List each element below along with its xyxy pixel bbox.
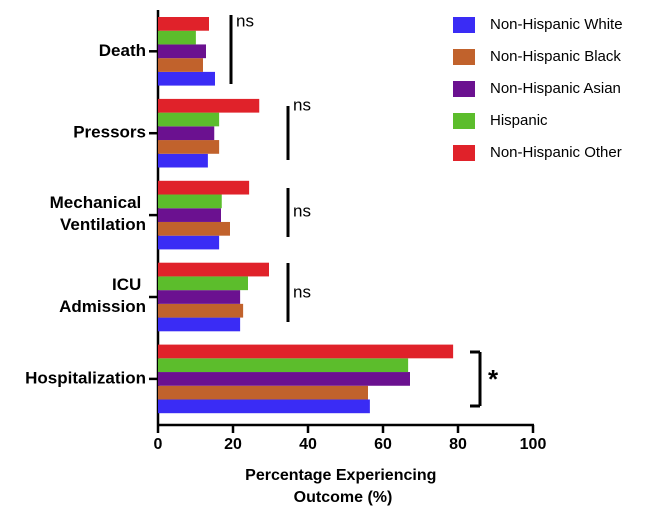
bar bbox=[158, 303, 244, 318]
bar bbox=[158, 221, 230, 236]
bar bbox=[158, 58, 203, 72]
x-tick-label: 100 bbox=[520, 436, 547, 453]
bar bbox=[158, 194, 222, 209]
legend-label: Non-Hispanic Black bbox=[490, 48, 621, 65]
category-label: Death bbox=[99, 41, 146, 60]
bar bbox=[158, 276, 248, 291]
bar bbox=[158, 44, 206, 59]
legend-label: Non-Hispanic Other bbox=[490, 144, 622, 161]
bar bbox=[158, 372, 410, 386]
bar bbox=[158, 208, 221, 222]
x-tick-label: 40 bbox=[299, 436, 317, 453]
bar bbox=[158, 235, 220, 250]
annotation: ns bbox=[236, 11, 254, 30]
bar bbox=[158, 153, 208, 168]
category-label: ICU Admission bbox=[59, 275, 146, 316]
x-tick-label: 0 bbox=[154, 436, 163, 453]
bar bbox=[158, 358, 409, 373]
annotation: ns bbox=[293, 282, 311, 301]
bar bbox=[158, 344, 454, 359]
bar bbox=[158, 385, 368, 400]
category-label: Pressors bbox=[73, 123, 146, 142]
legend-label: Non-Hispanic White bbox=[490, 16, 623, 33]
annotation: ns bbox=[293, 95, 311, 114]
category-label: Mechanical Ventilation bbox=[50, 194, 146, 235]
category-label: Hospitalization bbox=[25, 368, 146, 387]
bar bbox=[158, 399, 370, 414]
bar bbox=[158, 71, 215, 86]
x-tick-label: 60 bbox=[374, 436, 392, 453]
x-axis-label: Percentage Experiencing Outcome (%) bbox=[245, 467, 441, 506]
bar bbox=[158, 140, 220, 154]
bar bbox=[158, 112, 220, 127]
legend-swatch bbox=[453, 49, 475, 65]
x-tick-label: 20 bbox=[224, 436, 242, 453]
bar bbox=[158, 262, 269, 277]
bar bbox=[158, 98, 260, 113]
annotation: * bbox=[488, 364, 499, 394]
legend-swatch bbox=[453, 113, 475, 129]
x-tick-label: 80 bbox=[449, 436, 467, 453]
annotation: ns bbox=[293, 201, 311, 220]
bar bbox=[158, 180, 250, 195]
legend-swatch bbox=[453, 145, 475, 161]
bar bbox=[158, 317, 241, 332]
bar bbox=[158, 30, 196, 45]
legend-label: Hispanic bbox=[490, 112, 548, 129]
bar bbox=[158, 290, 241, 304]
legend-swatch bbox=[453, 17, 475, 33]
bar bbox=[158, 126, 215, 141]
legend-swatch bbox=[453, 81, 475, 97]
legend-label: Non-Hispanic Asian bbox=[490, 80, 621, 97]
bar bbox=[158, 17, 209, 31]
